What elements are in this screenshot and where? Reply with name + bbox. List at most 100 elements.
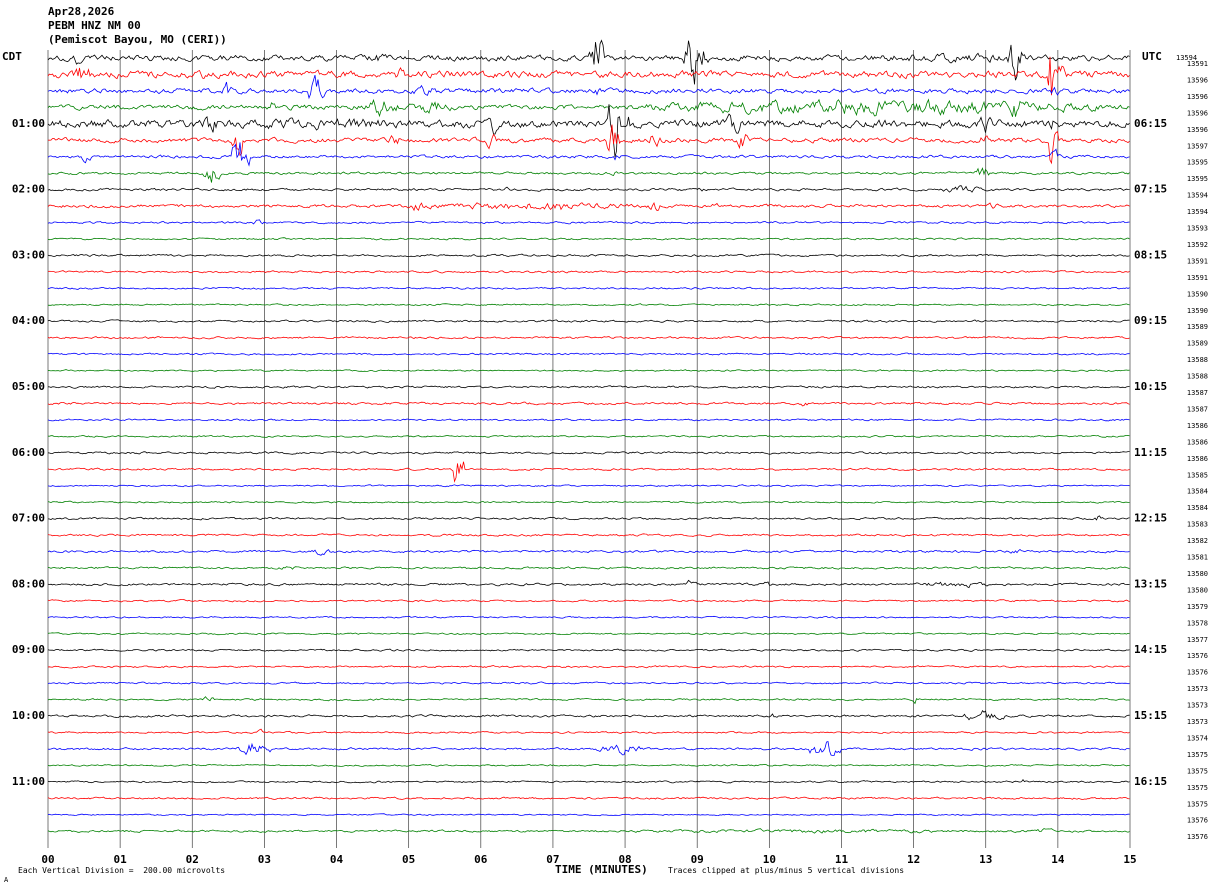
utc-hour-label: 08:15 <box>1134 248 1167 261</box>
seismogram-trace-1115 <box>47 796 1130 800</box>
utc-hour-label: 14:15 <box>1134 643 1167 656</box>
minute-tick-label: 04 <box>330 853 344 866</box>
seismogram-trace-0715 <box>47 533 1130 537</box>
seismogram-trace-0530 <box>47 418 1130 422</box>
trace-counter-label: 13595 <box>1187 159 1208 167</box>
minute-tick-label: 12 <box>907 853 920 866</box>
seismogram-trace-0915 <box>47 665 1130 669</box>
seismogram-trace-1100 <box>47 779 1130 784</box>
x-axis-title: TIME (MINUTES) <box>555 863 648 876</box>
minute-tick-label: 00 <box>41 853 54 866</box>
trace-counter-label: 13594 <box>1187 192 1208 200</box>
minute-tick-label: 07 <box>546 853 559 866</box>
seismogram-trace-0230 <box>47 219 1130 225</box>
cdt-hour-label: 10:00 <box>12 709 45 722</box>
cdt-hour-label: 09:00 <box>12 643 45 656</box>
seismogram-trace-0515 <box>47 401 1130 407</box>
top-right-counter: 13594 <box>1176 54 1198 62</box>
seismogram-trace-1045 <box>47 763 1130 767</box>
cdt-hour-label: 02:00 <box>12 183 45 196</box>
trace-counter-label: 13573 <box>1187 685 1208 693</box>
trace-counter-label: 13578 <box>1187 619 1208 627</box>
utc-hour-label: 06:15 <box>1134 117 1167 130</box>
seismogram-trace-0415 <box>47 335 1130 340</box>
right-timezone-label: UTC <box>1142 50 1162 63</box>
trace-counter-label: 13586 <box>1187 455 1208 463</box>
cdt-hour-label: 08:00 <box>12 577 45 590</box>
seismogram-trace-0000 <box>47 39 1130 85</box>
minute-tick-label: 14 <box>1051 853 1065 866</box>
seismogram-trace-0745 <box>47 566 1130 570</box>
seismogram-trace-0730 <box>47 548 1130 556</box>
seismogram-trace-0100 <box>47 104 1130 158</box>
seismogram-trace-0930 <box>47 681 1130 685</box>
seismogram-trace-0645 <box>47 500 1130 504</box>
minute-tick-label: 05 <box>402 853 415 866</box>
minute-tick-label: 10 <box>763 853 776 866</box>
trace-counter-label: 13587 <box>1187 405 1208 413</box>
seismogram-trace-0545 <box>47 434 1130 438</box>
utc-hour-label: 11:15 <box>1134 446 1167 459</box>
location-label: (Pemiscot Bayou, MO (CERI)) <box>48 33 227 46</box>
seismogram-trace-0845 <box>47 632 1130 636</box>
utc-hour-label: 15:15 <box>1134 709 1167 722</box>
trace-counter-label: 13588 <box>1187 373 1208 381</box>
trace-counter-label: 13573 <box>1187 702 1208 710</box>
seismogram-trace-1015 <box>47 728 1130 735</box>
trace-counter-label: 13590 <box>1187 307 1208 315</box>
seismogram-trace-0115 <box>47 124 1130 165</box>
seismogram-trace-0245 <box>47 237 1130 241</box>
cdt-hour-label: 05:00 <box>12 380 45 393</box>
trace-counter-label: 13575 <box>1187 784 1208 792</box>
cdt-hour-label: 07:00 <box>12 512 45 525</box>
trace-counter-label: 13585 <box>1187 471 1208 479</box>
trace-counter-label: 13589 <box>1187 323 1208 331</box>
cdt-hour-label: 03:00 <box>12 248 45 261</box>
trace-counter-label: 13576 <box>1187 669 1208 677</box>
seismogram-trace-1000 <box>47 710 1130 721</box>
seismogram-trace-0900 <box>47 648 1130 652</box>
utc-hour-label: 10:15 <box>1134 380 1167 393</box>
trace-counter-label: 13580 <box>1187 570 1208 578</box>
cdt-hour-label: 06:00 <box>12 446 45 459</box>
trace-counter-label: 13584 <box>1187 488 1208 496</box>
minute-tick-label: 03 <box>258 853 271 866</box>
date-label: Apr28,2026 <box>48 5 115 18</box>
trace-counter-label: 13579 <box>1187 603 1208 611</box>
trace-counter-label: 13583 <box>1187 521 1208 529</box>
seismogram-trace-0945 <box>47 696 1130 705</box>
trace-counter-label: 13575 <box>1187 800 1208 808</box>
trace-counter-label: 13582 <box>1187 537 1208 545</box>
seismogram-trace-0430 <box>47 352 1130 356</box>
cdt-hour-label: 04:00 <box>12 314 45 327</box>
seismogram-trace-0300 <box>47 253 1130 258</box>
minute-tick-label: 15 <box>1123 853 1136 866</box>
seismogram-trace-0615 <box>47 461 1130 483</box>
utc-hour-label: 09:15 <box>1134 314 1167 327</box>
seismogram-trace-0400 <box>47 319 1130 323</box>
trace-counter-label: 13576 <box>1187 652 1208 660</box>
cdt-hour-label: 11:00 <box>12 775 45 788</box>
seismogram-trace-0800 <box>47 579 1130 589</box>
station-label: PEBM HNZ NM 00 <box>48 19 141 32</box>
trace-counter-label: 13596 <box>1187 109 1208 117</box>
trace-counter-label: 13595 <box>1187 175 1208 183</box>
trace-counter-label: 13589 <box>1187 340 1208 348</box>
minute-tick-label: 11 <box>835 853 849 866</box>
seismogram-trace-0045 <box>47 98 1130 118</box>
trace-counter-label: 13596 <box>1187 93 1208 101</box>
seismogram-trace-0200 <box>47 185 1130 193</box>
trace-counter-label: 13576 <box>1187 833 1208 841</box>
seismogram-trace-0215 <box>47 201 1130 212</box>
trace-counter-label: 13597 <box>1187 142 1208 150</box>
seismogram-trace-0600 <box>47 451 1130 455</box>
trace-counter-label: 13586 <box>1187 438 1208 446</box>
trace-counter-label: 13594 <box>1187 208 1208 216</box>
trace-counter-label: 13576 <box>1187 817 1208 825</box>
seismogram-trace-0345 <box>47 303 1130 307</box>
trace-counter-label: 13596 <box>1187 76 1208 84</box>
trace-counter-label: 13577 <box>1187 636 1208 644</box>
seismogram-trace-0700 <box>47 515 1130 521</box>
